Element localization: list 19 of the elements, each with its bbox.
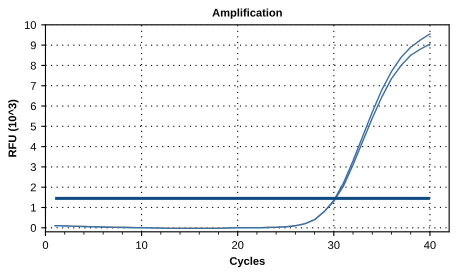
y-tick-label: 3 <box>30 163 36 172</box>
x-tick-label: 0 <box>42 241 48 250</box>
x-axis-title: Cycles <box>230 256 265 268</box>
y-tick-label: 10 <box>24 21 36 29</box>
x-tick-label: 40 <box>424 241 436 250</box>
y-axis-title: RFU (10^3) <box>8 100 19 157</box>
y-tick-label: 8 <box>30 62 36 70</box>
x-tick-label: 10 <box>136 241 148 250</box>
y-tick-label: 0 <box>30 224 36 232</box>
y-tick-label: 1 <box>31 204 36 212</box>
y-tick-label: 9 <box>30 41 36 50</box>
x-tick-label: 20 <box>232 241 244 250</box>
y-tick-label: 4 <box>30 142 36 151</box>
y-tick-label: 5 <box>30 122 36 130</box>
x-tick-label: 30 <box>328 241 340 250</box>
chart-title: Amplification <box>212 8 282 19</box>
y-tick-label: 6 <box>30 102 36 110</box>
y-tick-label: 7 <box>30 82 36 90</box>
y-tick-label: 2 <box>30 183 36 192</box>
